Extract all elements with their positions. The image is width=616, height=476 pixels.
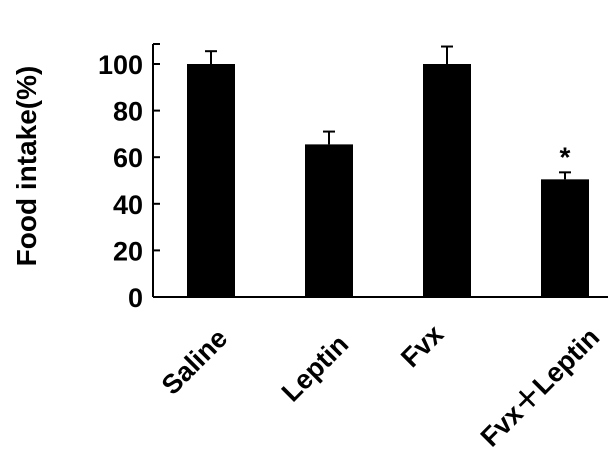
y-tick-label: 20 xyxy=(113,236,143,266)
significance-marker: * xyxy=(560,141,571,172)
bar xyxy=(423,64,471,297)
bar xyxy=(187,64,235,297)
y-tick-label: 40 xyxy=(113,190,143,220)
bar xyxy=(305,144,353,297)
category-label: Leptin xyxy=(276,329,354,407)
y-tick-label: 60 xyxy=(113,143,143,173)
bar xyxy=(541,179,589,297)
category-label: Fvx＋Leptin xyxy=(475,322,605,452)
category-label: Saline xyxy=(156,323,233,400)
y-axis-title: Food intake(%) xyxy=(11,66,42,267)
category-label: Fvx xyxy=(395,319,449,373)
y-tick-label: 100 xyxy=(98,50,143,80)
y-tick-label: 0 xyxy=(128,283,143,313)
y-tick-label: 80 xyxy=(113,97,143,127)
